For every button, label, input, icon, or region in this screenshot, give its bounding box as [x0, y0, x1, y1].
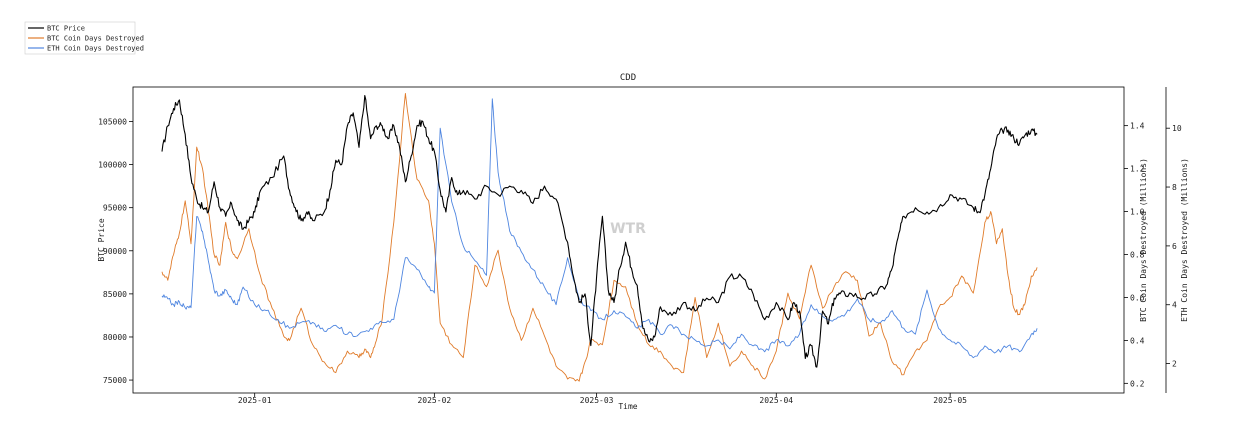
eth-cdd-tick-label: 6 — [1172, 242, 1177, 251]
legend-label-btc-cdd: BTC Coin Days Destroyed — [47, 35, 144, 43]
x-axis-label: Time — [618, 402, 637, 411]
x-tick-label: 2025-03 — [580, 396, 614, 405]
right-axis-label-eth-cdd: ETH Coin Days Destroyed (Millions) — [1180, 158, 1189, 322]
x-tick-label: 2025-04 — [759, 396, 793, 405]
left-tick-label: 105000 — [98, 117, 127, 126]
btc-cdd-tick-label: 1.2 — [1130, 165, 1145, 174]
btc-cdd-axis: 0.2 0.4 0.6 0.8 1.0 1.2 1.4 — [1124, 122, 1145, 388]
eth-cdd-tick-label: 8 — [1172, 183, 1177, 192]
x-tick-label: 2025-01 — [238, 396, 272, 405]
btc-cdd-tick-label: 1.0 — [1130, 208, 1145, 217]
series-line-eth-coin-days-destroyed — [161, 98, 1038, 359]
legend: BTC Price BTC Coin Days Destroyed ETH Co… — [24, 21, 144, 55]
btc-cdd-tick-label: 1.4 — [1130, 122, 1145, 131]
eth-cdd-tick-label: 2 — [1172, 360, 1177, 369]
btc-cdd-tick-label: 0.2 — [1130, 379, 1145, 388]
x-tick-label: 2025-02 — [417, 396, 451, 405]
eth-cdd-tick-label: 4 — [1172, 301, 1177, 310]
series-line-btc-price — [161, 95, 1038, 368]
series-line-btc-coin-days-destroyed — [161, 92, 1038, 382]
btc-cdd-tick-label: 0.8 — [1130, 250, 1145, 259]
left-tick-label: 95000 — [103, 204, 127, 213]
btc-cdd-tick-label: 0.4 — [1130, 336, 1145, 345]
time-axis: 2025-01 2025-02 2025-03 2025-04 2025-05 — [238, 393, 967, 405]
right-axis-label-btc-cdd: BTC Coin Days Destroyed (Millions) — [1139, 158, 1148, 322]
left-tick-label: 90000 — [103, 247, 127, 256]
left-tick-label: 85000 — [103, 290, 127, 299]
series-layer — [161, 92, 1038, 382]
left-tick-label: 80000 — [103, 333, 127, 342]
left-tick-label: 100000 — [98, 161, 127, 170]
left-axis-label: BTC Price — [97, 218, 106, 262]
plot-frame — [132, 86, 1125, 394]
btc-price-axis: 75000 80000 85000 90000 95000 100000 105000 — [98, 117, 133, 385]
watermark: WTR — [610, 221, 646, 237]
btc-cdd-tick-label: 0.6 — [1130, 293, 1145, 302]
eth-cdd-axis: 2 4 6 8 10 — [1166, 124, 1182, 369]
left-tick-label: 75000 — [103, 376, 127, 385]
chart-title: CDD — [620, 73, 636, 83]
legend-label-eth-cdd: ETH Coin Days Destroyed — [47, 45, 144, 53]
legend-label-btc-price: BTC Price — [47, 25, 85, 33]
eth-cdd-tick-label: 10 — [1172, 124, 1182, 133]
x-tick-label: 2025-05 — [933, 396, 967, 405]
